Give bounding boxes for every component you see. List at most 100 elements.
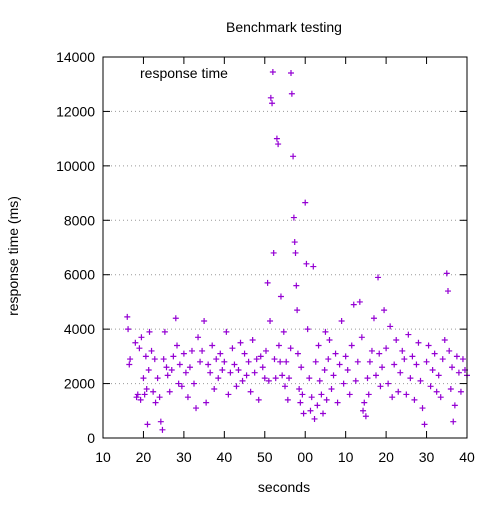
data-point: [213, 356, 220, 363]
data-point: [127, 356, 134, 363]
data-point: [401, 356, 408, 363]
data-point: [358, 334, 365, 341]
data-point: [441, 337, 448, 344]
legend-label: response time: [140, 65, 228, 81]
data-point: [168, 366, 175, 373]
data-point: [447, 386, 454, 393]
data-point: [455, 369, 462, 376]
data-point: [154, 375, 161, 382]
data-point: [124, 313, 131, 320]
data-point: [231, 361, 238, 368]
x-tick-label: 30: [419, 449, 435, 465]
data-point: [338, 317, 345, 324]
y-tick-label: 2000: [64, 376, 95, 392]
data-point: [344, 366, 351, 373]
data-point: [366, 358, 373, 365]
data-point: [288, 90, 295, 97]
data-point: [283, 358, 290, 365]
y-tick-label: 14000: [56, 49, 95, 65]
data-point: [271, 356, 278, 363]
data-point: [277, 358, 284, 365]
data-point: [334, 399, 341, 406]
data-point: [360, 407, 367, 414]
data-point: [269, 100, 276, 107]
data-point: [186, 364, 193, 371]
data-point: [405, 331, 412, 338]
data-point: [262, 347, 269, 354]
data-point: [330, 372, 337, 379]
data-point: [315, 342, 322, 349]
data-point: [146, 328, 153, 335]
data-point: [294, 307, 301, 314]
y-tick-label: 0: [87, 430, 95, 446]
data-point: [332, 350, 339, 357]
data-point: [419, 405, 426, 412]
data-point: [265, 377, 272, 384]
data-point: [459, 356, 466, 363]
data-point: [354, 358, 361, 365]
data-point: [316, 377, 323, 384]
data-point: [291, 239, 298, 246]
data-point: [387, 323, 394, 330]
data-point: [321, 366, 328, 373]
data-point: [342, 353, 349, 360]
data-point: [141, 391, 148, 398]
data-point: [381, 307, 388, 314]
data-point: [303, 260, 310, 267]
data-point: [282, 383, 288, 390]
data-point: [284, 396, 291, 403]
data-point: [152, 399, 159, 406]
data-point: [237, 339, 244, 346]
data-point: [312, 358, 319, 365]
data-point: [160, 356, 167, 363]
data-point: [391, 361, 398, 368]
data-point: [205, 361, 212, 368]
data-point: [439, 356, 446, 363]
data-point: [270, 249, 277, 256]
data-point: [184, 394, 191, 401]
data-point: [275, 141, 282, 148]
data-point: [326, 337, 333, 344]
data-point: [320, 410, 327, 417]
data-point: [144, 421, 151, 428]
data-point: [310, 263, 317, 270]
data-point: [275, 342, 282, 349]
data-point: [182, 369, 189, 376]
data-point: [156, 394, 163, 401]
data-point: [364, 375, 371, 382]
data-point: [297, 399, 304, 406]
data-point: [290, 153, 297, 160]
data-point: [195, 334, 202, 341]
data-point: [352, 377, 359, 384]
data-point: [368, 347, 375, 354]
data-point: [451, 402, 458, 409]
data-point: [172, 315, 179, 322]
data-points: [124, 68, 470, 433]
data-point: [287, 345, 294, 352]
chart-title: Benchmark testing: [226, 19, 342, 35]
data-point: [138, 334, 145, 341]
data-point: [151, 356, 158, 363]
data-point: [207, 369, 214, 376]
data-point: [302, 199, 309, 206]
data-point: [433, 388, 440, 395]
data-point: [296, 386, 303, 393]
data-point: [245, 358, 252, 365]
data-point: [178, 383, 185, 390]
y-tick-label: 4000: [64, 321, 95, 337]
data-point: [340, 380, 347, 387]
data-point: [385, 380, 392, 387]
x-tick-label: 40: [217, 449, 233, 465]
data-point: [148, 347, 155, 354]
data-point: [373, 372, 379, 379]
legend-marker: [288, 70, 294, 76]
data-point: [311, 415, 318, 422]
data-point: [251, 369, 258, 376]
data-point: [209, 342, 216, 349]
data-point: [249, 337, 256, 344]
data-point: [253, 356, 260, 363]
data-point: [142, 353, 149, 360]
data-point: [201, 317, 208, 324]
data-point: [164, 372, 171, 379]
